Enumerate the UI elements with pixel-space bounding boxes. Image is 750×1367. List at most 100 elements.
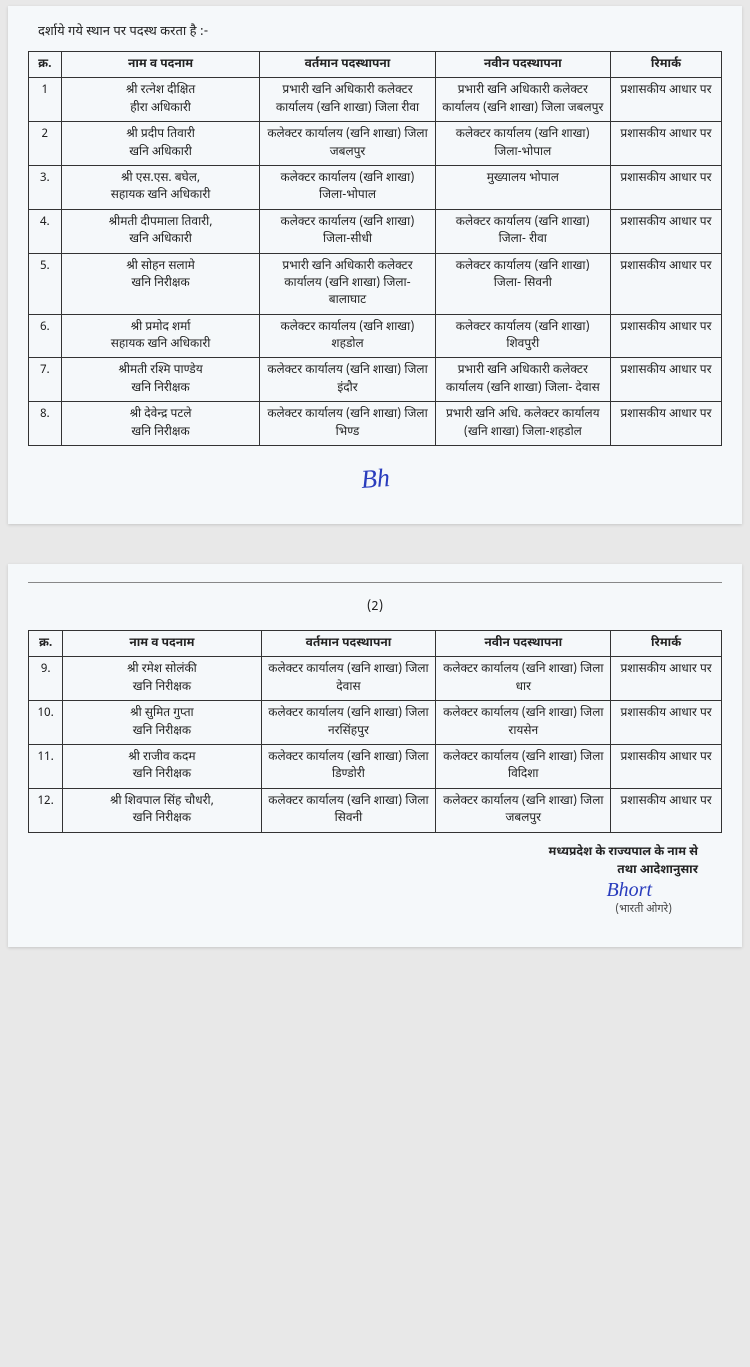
cell-name: श्री शिवपाल सिंह चौधरी,खनि निरीक्षक: [63, 788, 261, 832]
col-new-header: नवीन पदस्थापना: [435, 52, 610, 78]
signature-initials: Bh: [360, 463, 391, 495]
cell-sn: 7.: [29, 358, 62, 402]
table-row: 11.श्री राजीव कदमखनि निरीक्षककलेक्टर कार…: [29, 744, 722, 788]
footer-signature: Bhort: [606, 879, 652, 901]
cell-new: कलेक्टर कार्यालय (खनि शाखा) जिला रायसेन: [436, 701, 611, 745]
col-current-header: वर्तमान पदस्थापना: [260, 52, 435, 78]
cell-name: श्री सुमित गुप्ताखनि निरीक्षक: [63, 701, 261, 745]
table-row: 12.श्री शिवपाल सिंह चौधरी,खनि निरीक्षककल…: [29, 788, 722, 832]
cell-name: श्रीमती रश्मि पाण्डेयखनि निरीक्षक: [61, 358, 260, 402]
page-1: दर्शाये गये स्थान पर पदस्थ करता है :- क्…: [8, 6, 742, 524]
data-table-2: क्र. नाम व पदनाम वर्तमान पदस्थापना नवीन …: [28, 630, 722, 833]
cell-remark: प्रशासकीय आधार पर: [611, 657, 722, 701]
cell-name: श्री राजीव कदमखनि निरीक्षक: [63, 744, 261, 788]
table-row: 1श्री रत्नेश दीक्षितहीरा अधिकारीप्रभारी …: [29, 78, 722, 122]
cell-new: कलेक्टर कार्यालय (खनि शाखा) जिला- सिवनी: [435, 253, 610, 314]
table-row: 10.श्री सुमित गुप्ताखनि निरीक्षककलेक्टर …: [29, 701, 722, 745]
cell-remark: प्रशासकीय आधार पर: [610, 358, 721, 402]
cell-current: कलेक्टर कार्यालय (खनि शाखा) जिला इंदौर: [260, 358, 435, 402]
col-remark-header: रिमार्क: [610, 52, 721, 78]
cell-remark: प्रशासकीय आधार पर: [611, 788, 722, 832]
cell-current: कलेक्टर कार्यालय (खनि शाखा) जिला भिण्ड: [260, 402, 435, 446]
cell-sn: 9.: [29, 657, 63, 701]
header-row: क्र. नाम व पदनाम वर्तमान पदस्थापना नवीन …: [29, 52, 722, 78]
top-rule: [28, 582, 722, 583]
table-row: 4.श्रीमती दीपमाला तिवारी,खनि अधिकारीकलेक…: [29, 209, 722, 253]
intro-text: दर्शाये गये स्थान पर पदस्थ करता है :-: [28, 24, 722, 41]
cell-new: प्रभारी खनि अधि. कलेक्टर कार्यालय (खनि श…: [435, 402, 610, 446]
col-sn-header: क्र.: [29, 631, 63, 657]
cell-sn: 10.: [29, 701, 63, 745]
cell-remark: प्रशासकीय आधार पर: [610, 122, 721, 166]
cell-current: कलेक्टर कार्यालय (खनि शाखा) जिला-सीधी: [260, 209, 435, 253]
cell-name: श्री एस.एस. बघेल,सहायक खनि अधिकारी: [61, 165, 260, 209]
cell-remark: प्रशासकीय आधार पर: [611, 701, 722, 745]
cell-name: श्री सोहन सलामेखनि निरीक्षक: [61, 253, 260, 314]
signer-name: (भारती ओगरे): [28, 903, 722, 917]
table-row: 8.श्री देवेन्द्र पटलेखनि निरीक्षककलेक्टर…: [29, 402, 722, 446]
cell-sn: 8.: [29, 402, 62, 446]
table-row: 9.श्री रमेश सोलंकीखनि निरीक्षककलेक्टर का…: [29, 657, 722, 701]
cell-sn: 1: [29, 78, 62, 122]
cell-current: प्रभारी खनि अधिकारी कलेक्टर कार्यालय (खन…: [260, 253, 435, 314]
footer-signature-block: Bhort: [28, 879, 722, 903]
cell-remark: प्रशासकीय आधार पर: [610, 209, 721, 253]
footer-text-block: मध्यप्रदेश के राज्यपाल के नाम से तथा आदे…: [28, 843, 722, 879]
cell-name: श्रीमती दीपमाला तिवारी,खनि अधिकारी: [61, 209, 260, 253]
cell-current: कलेक्टर कार्यालय (खनि शाखा) जिला देवास: [261, 657, 436, 701]
cell-sn: 4.: [29, 209, 62, 253]
cell-current: कलेक्टर कार्यालय (खनि शाखा) शहडोल: [260, 314, 435, 358]
data-table-1: क्र. नाम व पदनाम वर्तमान पदस्थापना नवीन …: [28, 51, 722, 446]
cell-remark: प्रशासकीय आधार पर: [610, 165, 721, 209]
page-gap: [0, 530, 750, 558]
table-row: 6.श्री प्रमोद शर्मासहायक खनि अधिकारीकलेक…: [29, 314, 722, 358]
cell-remark: प्रशासकीय आधार पर: [610, 314, 721, 358]
page-number: (2): [28, 599, 722, 616]
cell-new: कलेक्टर कार्यालय (खनि शाखा) जिला-भोपाल: [435, 122, 610, 166]
cell-new: कलेक्टर कार्यालय (खनि शाखा) जिला धार: [436, 657, 611, 701]
cell-remark: प्रशासकीय आधार पर: [610, 78, 721, 122]
cell-name: श्री देवेन्द्र पटलेखनि निरीक्षक: [61, 402, 260, 446]
col-remark-header: रिमार्क: [611, 631, 722, 657]
cell-current: कलेक्टर कार्यालय (खनि शाखा) जिला नरसिंहप…: [261, 701, 436, 745]
cell-remark: प्रशासकीय आधार पर: [611, 744, 722, 788]
page-2: (2) क्र. नाम व पदनाम वर्तमान पदस्थापना न…: [8, 564, 742, 947]
col-new-header: नवीन पदस्थापना: [436, 631, 611, 657]
col-name-header: नाम व पदनाम: [63, 631, 261, 657]
cell-name: श्री रमेश सोलंकीखनि निरीक्षक: [63, 657, 261, 701]
cell-new: मुख्यालय भोपाल: [435, 165, 610, 209]
col-current-header: वर्तमान पदस्थापना: [261, 631, 436, 657]
cell-new: कलेक्टर कार्यालय (खनि शाखा) जिला जबलपुर: [436, 788, 611, 832]
table-row: 5.श्री सोहन सलामेखनि निरीक्षकप्रभारी खनि…: [29, 253, 722, 314]
cell-sn: 12.: [29, 788, 63, 832]
signature-block: Bh: [28, 464, 722, 494]
cell-new: प्रभारी खनि अधिकारी कलेक्टर कार्यालय (खन…: [435, 78, 610, 122]
cell-new: कलेक्टर कार्यालय (खनि शाखा) जिला विदिशा: [436, 744, 611, 788]
cell-sn: 11.: [29, 744, 63, 788]
cell-sn: 3.: [29, 165, 62, 209]
cell-new: प्रभारी खनि अधिकारी कलेक्टर कार्यालय (खन…: [435, 358, 610, 402]
cell-new: कलेक्टर कार्यालय (खनि शाखा) जिला- रीवा: [435, 209, 610, 253]
table-row: 7.श्रीमती रश्मि पाण्डेयखनि निरीक्षककलेक्…: [29, 358, 722, 402]
cell-current: प्रभारी खनि अधिकारी कलेक्टर कार्यालय (खन…: [260, 78, 435, 122]
cell-sn: 5.: [29, 253, 62, 314]
table-row: 3.श्री एस.एस. बघेल,सहायक खनि अधिकारीकलेक…: [29, 165, 722, 209]
col-sn-header: क्र.: [29, 52, 62, 78]
cell-sn: 2: [29, 122, 62, 166]
cell-sn: 6.: [29, 314, 62, 358]
table-row: 2श्री प्रदीप तिवारीखनि अधिकारीकलेक्टर का…: [29, 122, 722, 166]
cell-current: कलेक्टर कार्यालय (खनि शाखा) जिला-भोपाल: [260, 165, 435, 209]
cell-name: श्री रत्नेश दीक्षितहीरा अधिकारी: [61, 78, 260, 122]
cell-name: श्री प्रमोद शर्मासहायक खनि अधिकारी: [61, 314, 260, 358]
cell-remark: प्रशासकीय आधार पर: [610, 402, 721, 446]
footer-line-2: तथा आदेशानुसार: [28, 861, 698, 879]
cell-remark: प्रशासकीय आधार पर: [610, 253, 721, 314]
footer-line-1: मध्यप्रदेश के राज्यपाल के नाम से: [28, 843, 698, 861]
cell-current: कलेक्टर कार्यालय (खनि शाखा) जिला डिण्डोर…: [261, 744, 436, 788]
col-name-header: नाम व पदनाम: [61, 52, 260, 78]
cell-current: कलेक्टर कार्यालय (खनि शाखा) जिला जबलपुर: [260, 122, 435, 166]
cell-name: श्री प्रदीप तिवारीखनि अधिकारी: [61, 122, 260, 166]
header-row: क्र. नाम व पदनाम वर्तमान पदस्थापना नवीन …: [29, 631, 722, 657]
cell-new: कलेक्टर कार्यालय (खनि शाखा) शिवपुरी: [435, 314, 610, 358]
cell-current: कलेक्टर कार्यालय (खनि शाखा) जिला सिवनी: [261, 788, 436, 832]
